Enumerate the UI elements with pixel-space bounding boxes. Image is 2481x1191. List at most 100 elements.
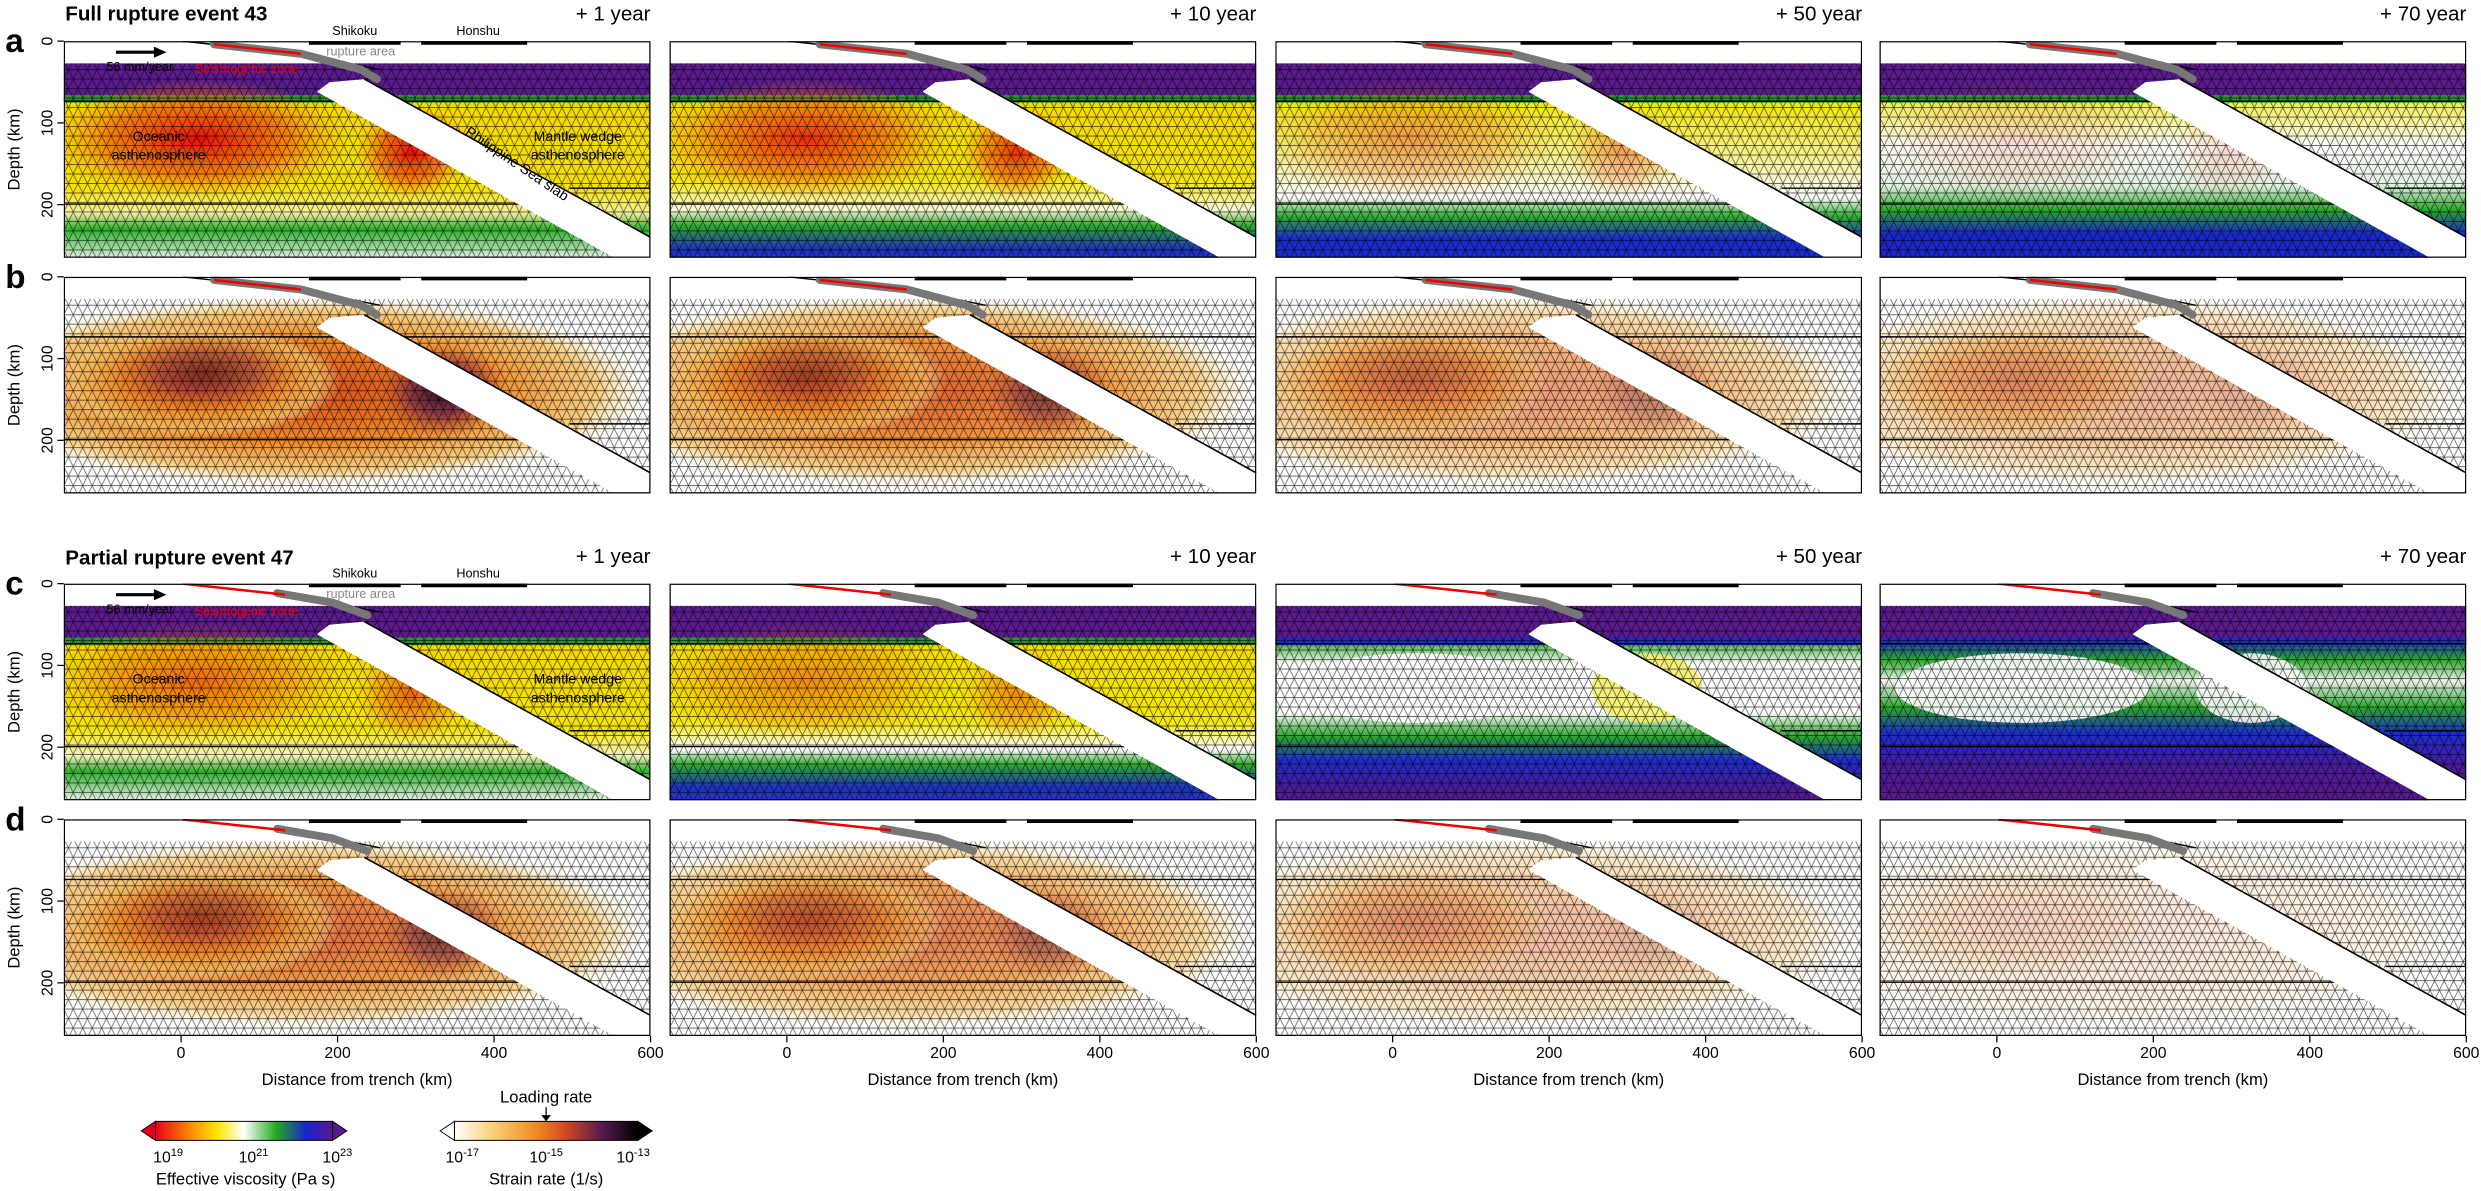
slab (922, 79, 1257, 258)
time-label: + 1 year (576, 545, 651, 568)
seismogenic-zone (1425, 278, 1513, 291)
crust-blank (669, 276, 1257, 299)
y-tick-label: 200 (40, 734, 57, 761)
frame (1879, 276, 2467, 494)
panel-letter: a (5, 23, 24, 60)
crust-blank (63, 583, 651, 606)
slab (2132, 857, 2467, 1036)
panel-letter: d (5, 801, 25, 838)
crust-blank (1275, 41, 1863, 64)
frame (669, 583, 1257, 801)
seismogenic-zone (213, 43, 302, 56)
tick-exponent: 19 (171, 1147, 183, 1159)
panel (63, 819, 651, 1036)
panel (669, 583, 1257, 801)
time-label: + 70 year (2380, 545, 2466, 568)
seismogenic-zone (2029, 278, 2117, 291)
frame (1879, 583, 2467, 801)
seismogenic-zone (788, 819, 892, 832)
time-label: + 70 year (2380, 3, 2466, 26)
crust-blank (1275, 819, 1863, 842)
tick-base: 10 (322, 1150, 340, 1167)
x-tick-label: 400 (1087, 1045, 1114, 1062)
colorbar-tick-label: 1019 (153, 1147, 183, 1166)
crust-blank (669, 41, 1257, 64)
rupture-area (273, 824, 372, 855)
slab-edge (2179, 314, 2467, 474)
tick-base: 10 (153, 1150, 171, 1167)
slab (1528, 857, 1863, 1036)
panel (63, 41, 651, 258)
slab (316, 621, 651, 801)
seismogenic-zone (1425, 43, 1513, 56)
place-label: Shikoku (332, 566, 377, 580)
x-tick-label: 200 (1536, 1045, 1563, 1062)
slab-edge (969, 620, 1257, 781)
slab (922, 621, 1257, 801)
rupture-area (879, 589, 978, 620)
slab-edge (2179, 78, 2467, 238)
rupture-area (2089, 824, 2188, 855)
panel (1879, 819, 2467, 1036)
event-title: Full rupture event 43 (65, 3, 267, 26)
panel (1275, 276, 1863, 494)
panel-letter: b (5, 259, 25, 296)
place-label: Shikoku (332, 24, 377, 38)
seismogenic-zone (182, 583, 286, 596)
colorbar-end (332, 1120, 348, 1142)
slab (2132, 621, 2467, 801)
x-tick-label: 200 (930, 1045, 957, 1062)
panel (1879, 583, 2467, 801)
time-label: + 10 year (1170, 3, 1256, 26)
slab-edge (363, 314, 651, 474)
velocity-arrow-head (153, 46, 167, 58)
tick-exponent: 23 (340, 1147, 352, 1159)
frame (63, 41, 651, 258)
panel (1275, 41, 1863, 258)
panels: a + 1 year 0 100 200 Depth (km) + 10 year + 50 … (4, 3, 2480, 1089)
seismogenic-zone (1997, 819, 2102, 832)
frame (63, 583, 651, 801)
slab-edge (363, 78, 651, 238)
seismogenic-zone (819, 43, 907, 56)
rupture-area (1484, 589, 1583, 620)
slab-edge (1575, 620, 1863, 781)
crust-blank (669, 819, 1257, 842)
rupture-area (2089, 589, 2188, 620)
colorbar (453, 1120, 639, 1141)
x-tick-label: 0 (1388, 1045, 1397, 1062)
x-tick-label: 600 (2453, 1045, 2480, 1062)
slab (2132, 314, 2467, 494)
panel (669, 819, 1257, 1036)
frame (63, 276, 651, 494)
y-axis-label: Depth (km) (4, 887, 23, 969)
panel (1275, 583, 1863, 801)
seismogenic-zone (2029, 43, 2117, 56)
panel (1879, 41, 2467, 258)
tick-base: 10 (239, 1150, 257, 1167)
rupture-area (273, 589, 372, 620)
rupture-area (1484, 824, 1583, 855)
panel (63, 276, 651, 494)
y-tick-label: 100 (40, 652, 57, 679)
slab-edge (969, 314, 1257, 474)
colorbar-tick-label: 10-13 (616, 1147, 650, 1166)
colorbar-tick-label: 10-17 (446, 1147, 480, 1166)
slab-edge (363, 620, 651, 781)
y-tick-label: 200 (40, 191, 57, 218)
x-tick-label: 200 (324, 1045, 351, 1062)
slab-edge (1575, 78, 1863, 238)
slab (316, 314, 651, 494)
region-label: asthenosphere (112, 690, 206, 706)
time-label: + 10 year (1170, 545, 1256, 568)
frame (669, 41, 1257, 258)
crust-blank (1275, 583, 1863, 606)
place-label: Honshu (456, 24, 500, 38)
rupture-label: rupture area (326, 587, 396, 601)
y-tick-label: 100 (40, 345, 57, 372)
seismogenic-zone (213, 278, 302, 291)
y-tick-label: 100 (40, 110, 57, 137)
tick-exponent: -17 (463, 1147, 479, 1159)
frame (1275, 583, 1863, 801)
